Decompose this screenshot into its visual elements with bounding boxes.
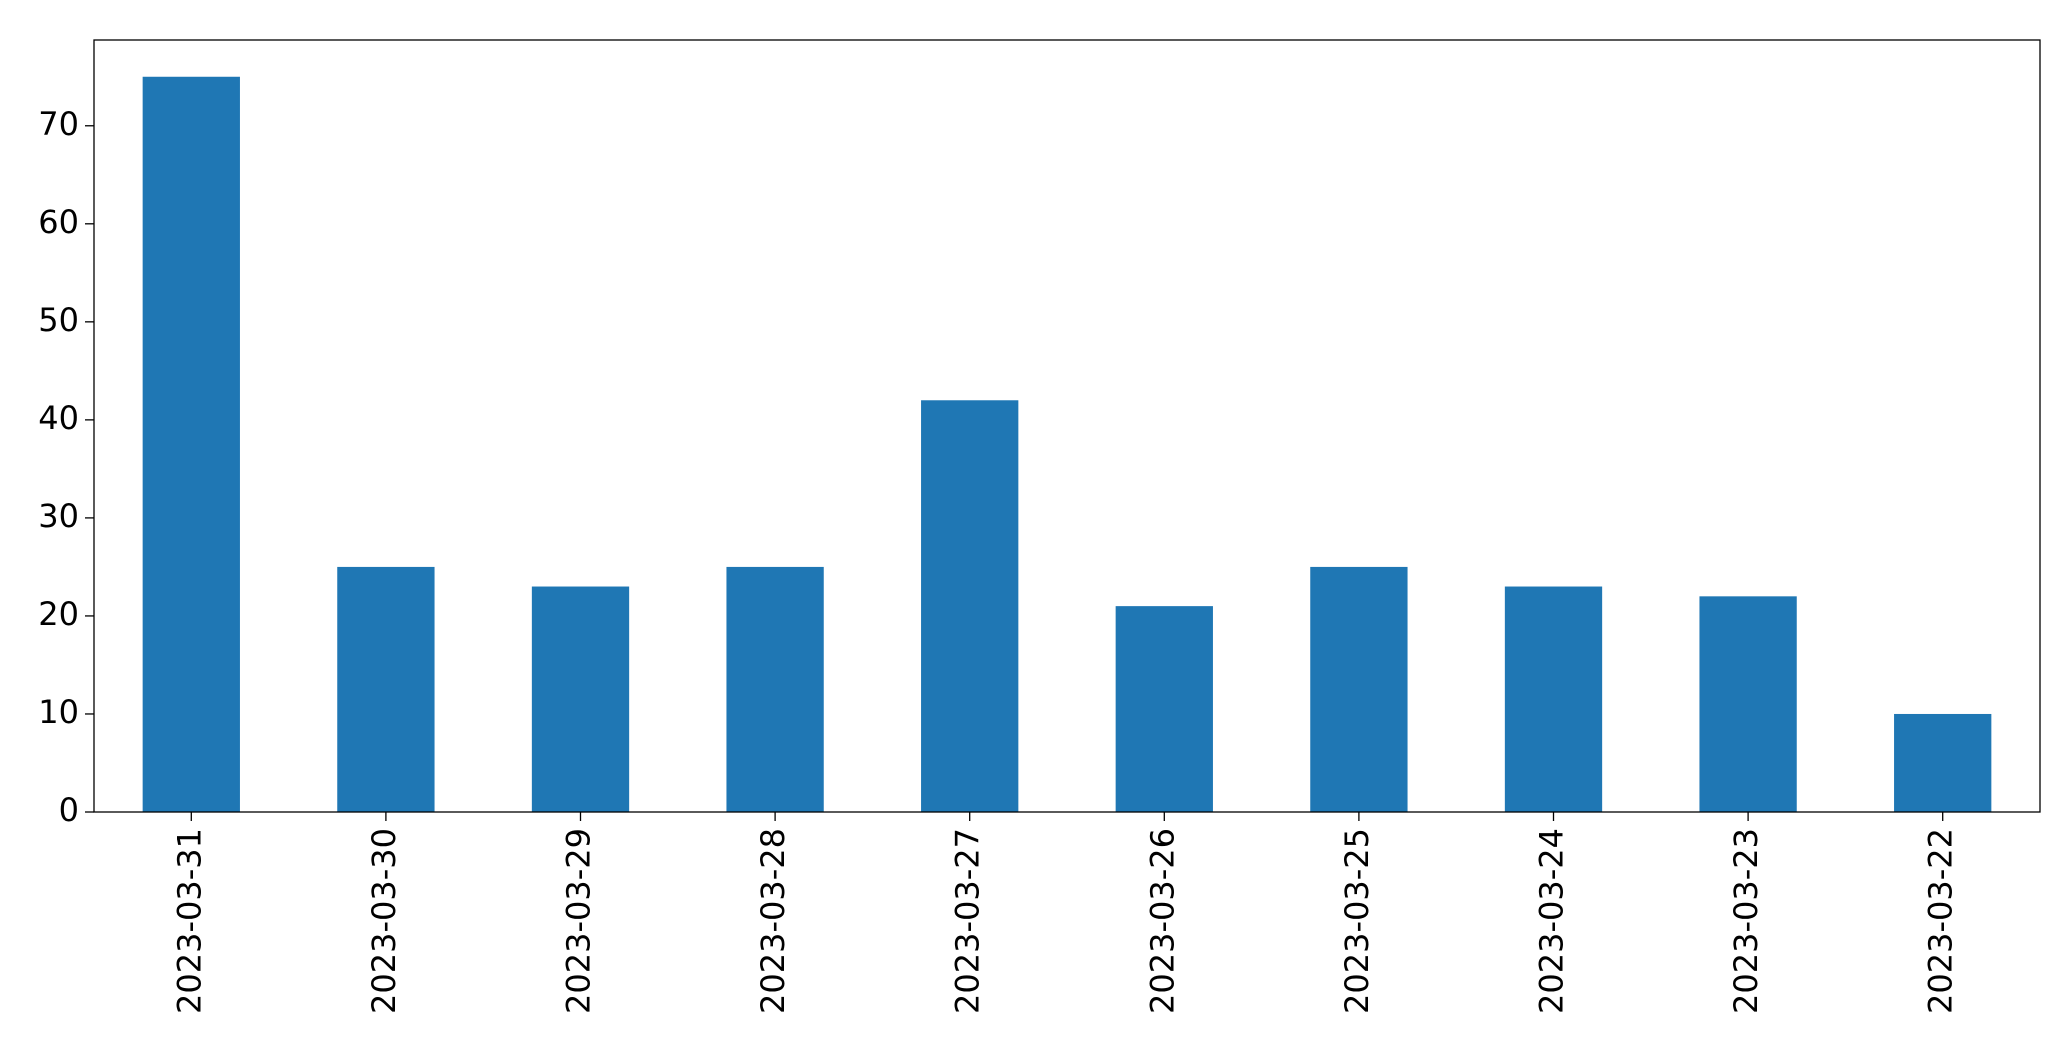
x-tick-label: 2023-03-25 xyxy=(1338,828,1376,1014)
bar xyxy=(921,400,1019,812)
x-tick-label: 2023-03-26 xyxy=(1143,828,1181,1014)
y-tick-label: 50 xyxy=(38,301,79,339)
y-tick-label: 60 xyxy=(38,203,79,241)
x-tick-label: 2023-03-29 xyxy=(560,828,598,1014)
y-tick-label: 40 xyxy=(38,399,79,437)
y-tick-label: 10 xyxy=(38,693,79,731)
x-tick-label: 2023-03-28 xyxy=(754,828,792,1014)
plot-frame xyxy=(93,39,2041,813)
bar xyxy=(726,566,824,812)
x-tick-label: 2023-03-30 xyxy=(365,828,403,1014)
x-tick-label: 2023-03-31 xyxy=(170,828,208,1014)
x-tick-label: 2023-03-22 xyxy=(1922,828,1960,1014)
x-tick-label: 2023-03-23 xyxy=(1727,828,1765,1014)
bar xyxy=(531,586,630,812)
bar xyxy=(1894,713,1992,812)
bar xyxy=(1310,566,1408,812)
x-tick-label: 2023-03-27 xyxy=(949,828,987,1014)
y-tick-label: 30 xyxy=(38,497,79,535)
y-tick-label: 0 xyxy=(59,791,79,829)
y-tick-label: 20 xyxy=(38,595,79,633)
bar xyxy=(142,76,240,812)
bar xyxy=(1504,586,1603,812)
bar xyxy=(337,566,435,812)
y-tick-label: 70 xyxy=(38,105,79,143)
bar xyxy=(1699,596,1797,812)
bar xyxy=(1115,606,1213,812)
x-tick-label: 2023-03-24 xyxy=(1533,828,1571,1014)
